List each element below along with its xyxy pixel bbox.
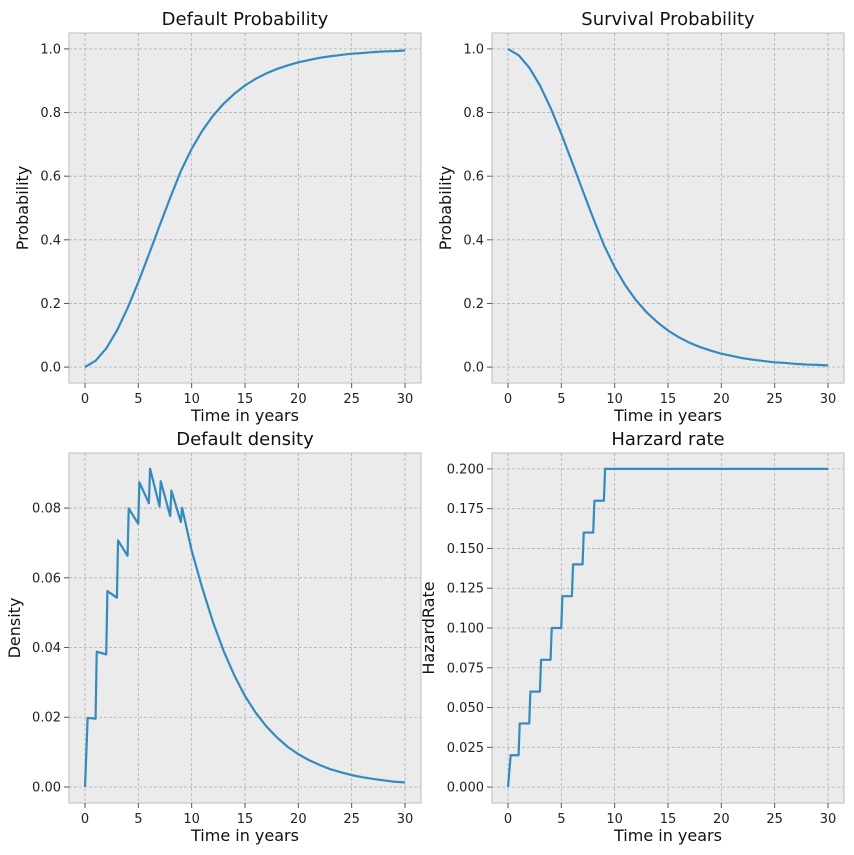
y-tick-label: 1.0 [463,42,484,57]
x-tick-label: 10 [606,392,623,407]
y-axis-label: Probability [13,166,32,251]
x-tick-label: 25 [343,812,360,827]
chart-title: Default density [176,429,314,450]
x-tick-label: 20 [713,392,730,407]
y-tick-label: 1.0 [40,42,61,57]
y-tick-label: 0.06 [32,571,61,586]
x-tick-label: 30 [397,392,414,407]
y-tick-label: 0.0 [463,361,484,376]
y-tick-label: 0.04 [32,641,61,656]
chart-survival-probability: 0 5 10 15 20 25 30 0.0 0.2 0.4 0.6 0.8 1.0 Survival P… [436,9,845,425]
y-tick-label: 0.175 [447,502,484,517]
chart-default-probability: 0 5 10 15 20 25 30 0.0 0.2 0.4 0.6 0.8 1.0 Default Pr… [13,9,422,425]
x-axis-label: Time in years [613,406,722,425]
y-tick-label: 0.150 [447,542,484,557]
y-tick-label: 0.0 [40,361,61,376]
chart-title: Default Probability [162,9,329,30]
x-tick-label: 15 [660,812,677,827]
x-tick-label: 15 [237,392,254,407]
x-tick-label: 15 [237,812,254,827]
y-tick-label: 0.00 [32,780,61,795]
x-tick-label: 0 [81,392,89,407]
y-tick-label: 0.100 [447,622,484,637]
y-axis-label: Density [5,598,24,659]
x-tick-label: 30 [820,812,837,827]
x-tick-label: 30 [820,392,837,407]
x-tick-label: 25 [766,392,783,407]
x-tick-label: 5 [134,812,142,827]
x-tick-label: 25 [766,812,783,827]
x-tick-label: 25 [343,392,360,407]
y-tick-label: 0.025 [447,741,484,756]
y-tick-label: 0.6 [40,170,61,185]
y-tick-label: 0.4 [40,233,61,248]
chart-default-density: 0 5 10 15 20 25 30 0.00 0.02 0.04 0.06 0.08 Default … [5,429,422,845]
y-tick-label: 0.000 [447,781,484,796]
series-line [84,49,406,369]
x-tick-label: 0 [504,812,512,827]
x-tick-label: 0 [504,392,512,407]
y-tick-label: 0.08 [32,502,61,517]
x-axis-label: Time in years [613,826,722,845]
x-tick-label: 20 [713,812,730,827]
x-tick-label: 5 [134,392,142,407]
x-tick-label: 0 [81,812,89,827]
x-tick-label: 30 [397,812,414,827]
x-tick-label: 20 [290,812,307,827]
y-axis-label: Probability [436,166,455,251]
y-tick-label: 0.2 [463,297,484,312]
x-tick-label: 5 [557,392,565,407]
y-tick-label: 0.2 [40,297,61,312]
series-line [507,47,829,367]
y-tick-label: 0.02 [32,711,61,726]
x-axis-label: Time in years [190,826,299,845]
x-tick-label: 10 [183,812,200,827]
x-tick-label: 15 [660,392,677,407]
x-tick-label: 10 [183,392,200,407]
y-tick-label: 0.200 [447,462,484,477]
y-tick-label: 0.6 [463,170,484,185]
y-tick-label: 0.4 [463,233,484,248]
y-tick-label: 0.8 [463,106,484,121]
y-axis-label: HazardRate [419,581,438,674]
y-tick-label: 0.125 [447,582,484,597]
chart-title: Harzard rate [611,429,724,450]
series-line [506,467,828,788]
y-tick-label: 0.050 [447,701,484,716]
x-tick-label: 20 [290,392,307,407]
series-line [83,467,406,788]
x-tick-label: 5 [557,812,565,827]
y-tick-label: 0.8 [40,106,61,121]
chart-hazard-rate: 0 5 10 15 20 25 30 0.000 0.025 0.050 0.075 0.100 0.1… [419,429,845,845]
chart-title: Survival Probability [581,9,755,30]
x-tick-label: 10 [606,812,623,827]
y-tick-label: 0.075 [447,661,484,676]
x-axis-label: Time in years [190,406,299,425]
